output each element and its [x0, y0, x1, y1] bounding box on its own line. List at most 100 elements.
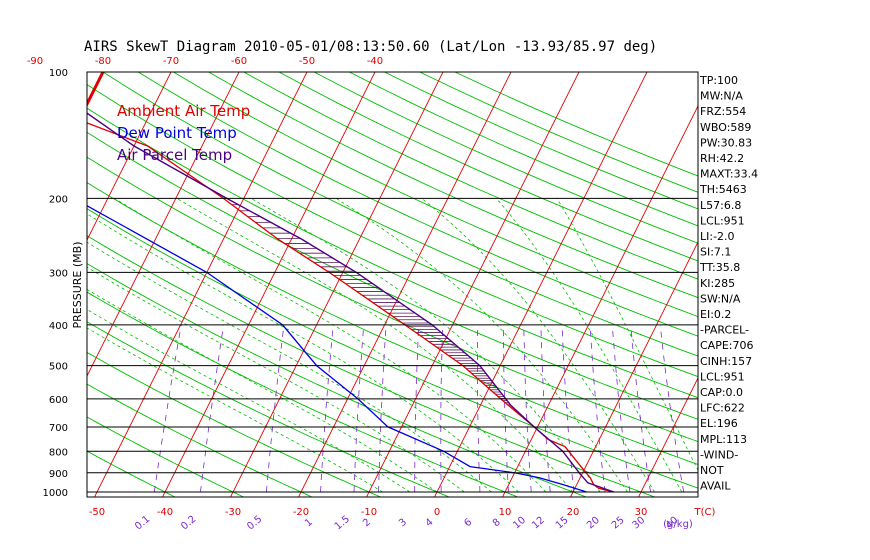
dry-adiabat [87, 351, 382, 497]
mixing-ratio-tick-label: 0.5 [245, 514, 264, 533]
stat-label: MAXT:33.4 [700, 168, 758, 181]
dry-adiabat [87, 182, 698, 465]
isotherm-line [297, 72, 512, 497]
mixing-ratio-unit: (g/kg) [663, 519, 693, 530]
bottom-temp-unit: T(C) [694, 507, 716, 518]
stat-label: LI:-2.0 [700, 230, 735, 243]
mixing-ratio-tick-label: 1.5 [333, 514, 352, 533]
stat-label: MW:N/A [700, 90, 743, 103]
mixing-ratio-line [320, 324, 334, 493]
pressure-tick-label: 400 [49, 321, 68, 332]
bottom-temp-tick-label: 10 [499, 507, 512, 518]
mixing-ratio-line [378, 324, 387, 493]
isotherm-line [229, 72, 444, 497]
pressure-tick-label: 700 [49, 423, 68, 434]
top-temp-tick-label: -90 [27, 56, 43, 67]
isotherm-line [433, 72, 648, 497]
moist-adiabat [87, 241, 492, 493]
mixing-ratio-tick-label: 8 [491, 517, 503, 530]
isotherm-line [93, 72, 308, 497]
stat-label: LCL:951 [700, 370, 745, 383]
stat-label: NOT [700, 464, 724, 477]
stat-label: CINH:157 [700, 355, 752, 368]
dry-adiabat [87, 107, 698, 399]
stat-label: CAPE:706 [700, 339, 754, 352]
isotherm-line [637, 376, 698, 497]
stat-label: EL:196 [700, 417, 738, 430]
stat-label: RH:42.2 [700, 152, 744, 165]
moist-adiabat [335, 198, 628, 493]
moist-adiabat [87, 266, 465, 493]
dry-adiabat [87, 156, 698, 443]
mixing-ratio-tick-label: 0.2 [179, 514, 198, 533]
legend-entry: Air Parcel Temp [117, 146, 232, 164]
bottom-temp-tick-label: 0 [434, 507, 440, 518]
legend-entry: Dew Point Temp [117, 124, 237, 142]
bottom-temp-tick-label: -10 [361, 507, 377, 518]
isotherm-line [87, 72, 172, 242]
bottom-temp-tick-label: 20 [567, 507, 580, 518]
mixing-ratio-tick-label: 2 [361, 517, 373, 530]
mixing-ratio-line [589, 324, 606, 493]
stat-label: -PARCEL- [700, 324, 749, 337]
stat-label: TP:100 [699, 74, 738, 87]
moist-adiabat [556, 198, 698, 472]
legend-entry: Ambient Air Temp [117, 102, 250, 120]
top-temp-tick-label: -50 [299, 56, 315, 67]
stat-label: L57:6.8 [700, 199, 741, 212]
stat-label: EI:0.2 [700, 308, 731, 321]
mixing-ratio-line [414, 324, 420, 492]
dry-adiabat [137, 72, 698, 337]
stat-label: SW:N/A [700, 292, 741, 305]
stat-label: WBO:589 [700, 121, 751, 134]
bottom-temp-tick-label: 30 [635, 507, 648, 518]
y-axis-label: PRESSURE (MB) [71, 242, 84, 329]
isotherm-line [501, 104, 698, 497]
stat-label: SI:7.1 [700, 246, 731, 259]
upper-profile-segment [0, 72, 21, 120]
top-temp-tick-label: -40 [367, 56, 383, 67]
top-temp-tick-label: -60 [231, 56, 247, 67]
stat-label: TH:5463 [699, 183, 747, 196]
stat-label: CAP:0.0 [700, 386, 743, 399]
stat-label: -WIND- [700, 448, 738, 461]
pressure-tick-label: 900 [49, 469, 68, 480]
dry-adiabat [278, 72, 698, 262]
mixing-ratio-tick-label: 0.1 [133, 514, 152, 533]
stat-label: TT:35.8 [699, 261, 740, 274]
pressure-tick-label: 800 [49, 447, 68, 458]
mixing-ratio-tick-label: 10 [511, 515, 528, 532]
plot-border [86, 71, 699, 498]
dry-adiabat [87, 262, 588, 497]
mixing-ratio-tick-label: 20 [585, 515, 602, 532]
top-temp-tick-label: -80 [95, 56, 111, 67]
dry-adiabat [87, 383, 314, 497]
dry-adiabat [383, 72, 698, 210]
bottom-temp-tick-label: -20 [293, 507, 309, 518]
mixing-ratio-tick-label: 6 [462, 517, 474, 530]
dry-adiabat [87, 450, 177, 497]
dry-adiabat [87, 208, 698, 489]
chart-title: AIRS SkewT Diagram 2010-05-01/08:13:50.6… [84, 39, 657, 55]
moist-adiabat [87, 213, 519, 493]
dry-adiabat [172, 72, 698, 318]
stat-label: PW:30.83 [700, 136, 752, 149]
mixing-ratio-tick-label: 3 [397, 517, 409, 530]
stat-label: MPL:113 [700, 433, 747, 446]
stat-label: LFC:622 [700, 402, 745, 415]
dry-adiabat [418, 72, 698, 193]
dry-adiabat [87, 84, 698, 378]
pressure-tick-label: 300 [49, 268, 68, 279]
bottom-temp-tick-label: -30 [225, 507, 241, 518]
isotherm-line [161, 72, 376, 497]
stat-label: AVAIL [700, 480, 731, 493]
stat-label: FRZ:554 [700, 105, 746, 118]
moist-adiabat [114, 198, 547, 493]
pressure-tick-label: 100 [49, 68, 68, 79]
bottom-temp-tick-label: -40 [157, 507, 173, 518]
stat-label: KI:285 [700, 277, 735, 290]
dry-adiabat [102, 72, 698, 357]
top-temp-tick-label: -70 [163, 56, 179, 67]
dry-adiabat [87, 321, 451, 497]
dry-adiabat [87, 416, 245, 497]
